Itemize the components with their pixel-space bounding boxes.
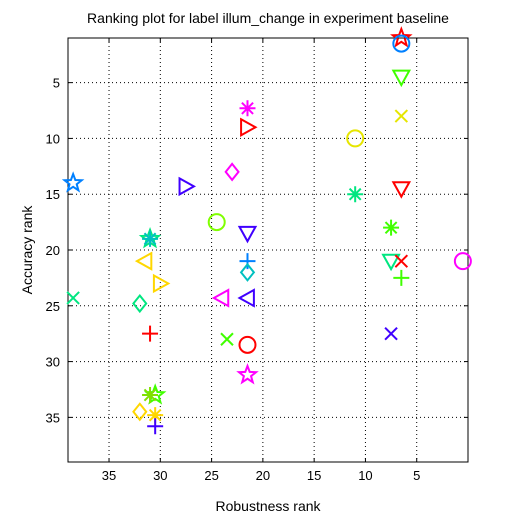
y-tick-label: 20 xyxy=(46,243,60,258)
y-axis-label: Accuracy rank xyxy=(19,205,35,295)
data-point-x xyxy=(394,109,409,123)
data-point-circle xyxy=(207,213,226,232)
data-point-triangle-down xyxy=(381,253,401,272)
data-point-asterisk xyxy=(142,230,159,247)
data-point-asterisk xyxy=(142,387,159,404)
x-tick-label: 35 xyxy=(102,468,116,483)
data-point-plus xyxy=(239,253,256,270)
data-point-triangle-right xyxy=(152,273,171,294)
x-axis-label: Robustness rank xyxy=(215,498,321,514)
data-point-circle xyxy=(453,252,472,271)
data-point-asterisk xyxy=(347,186,364,203)
data-point-asterisk xyxy=(147,407,164,424)
data-point-plus xyxy=(393,269,410,286)
data-points xyxy=(61,26,472,435)
data-point-triangle-left xyxy=(211,288,230,308)
y-tick-label: 5 xyxy=(53,76,60,91)
data-point-x xyxy=(66,291,80,305)
x-tick-label: 5 xyxy=(413,468,420,483)
data-point-circle xyxy=(346,129,365,148)
y-tick-label: 35 xyxy=(46,410,60,425)
data-point-x xyxy=(394,254,409,268)
data-point-diamond xyxy=(132,402,148,422)
data-point-circle xyxy=(238,335,257,354)
x-tick-label: 10 xyxy=(358,468,372,483)
data-point-triangle-right xyxy=(240,117,258,137)
data-point-star xyxy=(236,363,259,385)
data-point-triangle-right xyxy=(178,176,197,197)
data-point-diamond xyxy=(239,262,256,282)
x-tick-label: 15 xyxy=(307,468,321,483)
data-point-triangle-down xyxy=(237,225,258,244)
data-point-triangle-down xyxy=(391,181,412,199)
data-point-triangle-down xyxy=(391,69,412,88)
y-tick-label: 15 xyxy=(46,187,60,202)
data-point-circle xyxy=(392,34,411,53)
x-tick-label: 20 xyxy=(256,468,270,483)
axis-ticks: 35 30 25 20 15 10 5 5 10 15 20 25 30 35 xyxy=(46,38,468,483)
x-tick-label: 25 xyxy=(204,468,218,483)
data-point-plus xyxy=(142,325,159,342)
data-point-x xyxy=(220,332,234,346)
data-point-asterisk xyxy=(239,100,256,117)
chart-title: Ranking plot for label illum_change in e… xyxy=(87,10,449,26)
data-point-diamond xyxy=(224,162,240,182)
data-point-plus xyxy=(147,418,164,435)
data-point-star xyxy=(61,171,85,193)
data-point-triangle-left xyxy=(237,288,255,308)
data-point-star xyxy=(390,26,413,48)
y-tick-label: 30 xyxy=(46,355,60,370)
x-tick-label: 30 xyxy=(153,468,167,483)
data-point-asterisk xyxy=(383,219,400,236)
data-point-triangle-left xyxy=(134,251,153,271)
grid xyxy=(68,38,468,462)
y-tick-label: 25 xyxy=(46,299,60,314)
y-tick-label: 10 xyxy=(46,131,60,146)
data-point-diamond xyxy=(132,293,148,314)
data-point-x xyxy=(384,326,398,341)
